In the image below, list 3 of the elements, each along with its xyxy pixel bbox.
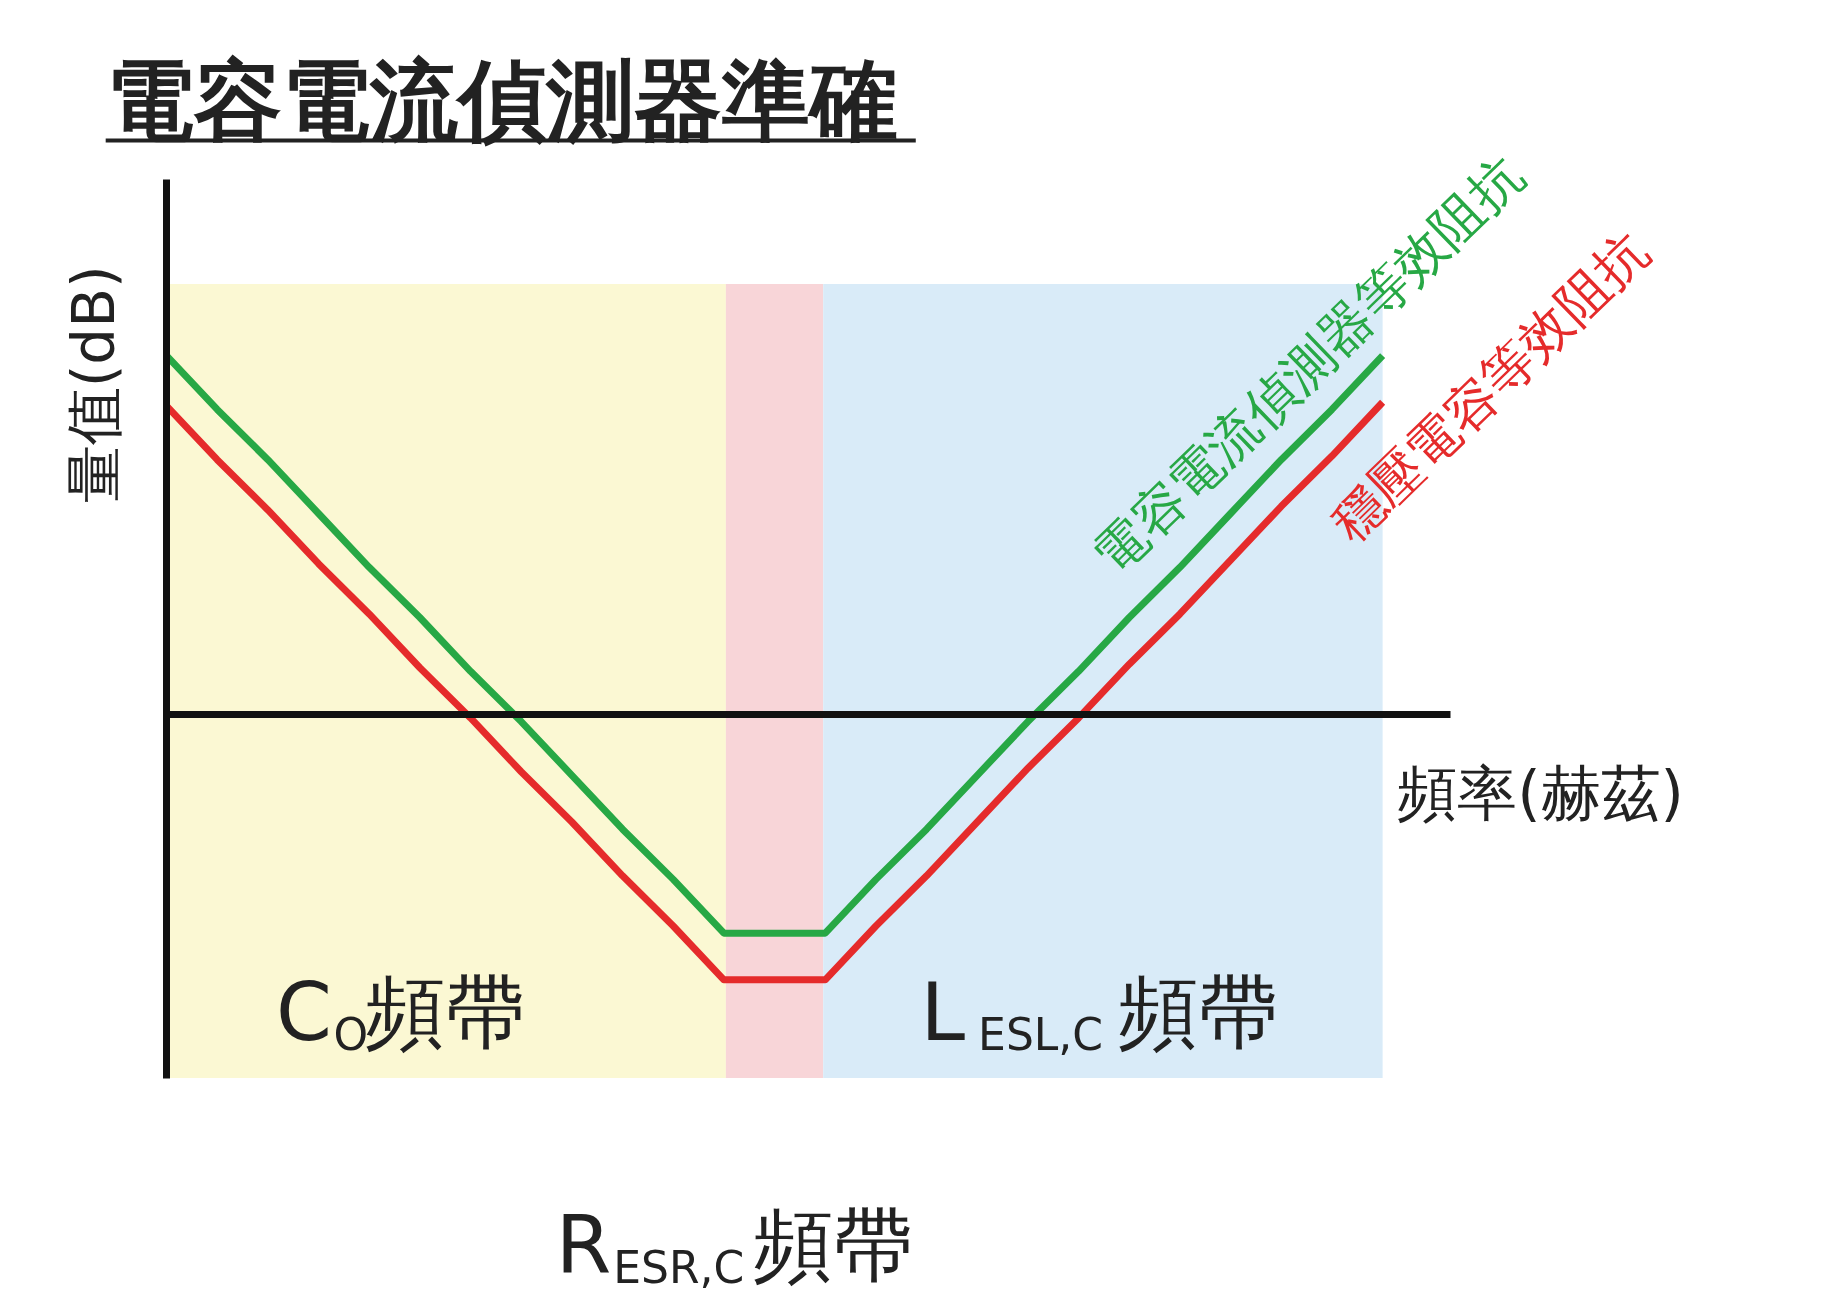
chart-title: 電容電流偵測器準確 (105, 49, 898, 153)
x-axis-title: 頻率(赫茲) (1397, 758, 1685, 829)
y-axis-title: 量值(dB) (59, 265, 128, 504)
